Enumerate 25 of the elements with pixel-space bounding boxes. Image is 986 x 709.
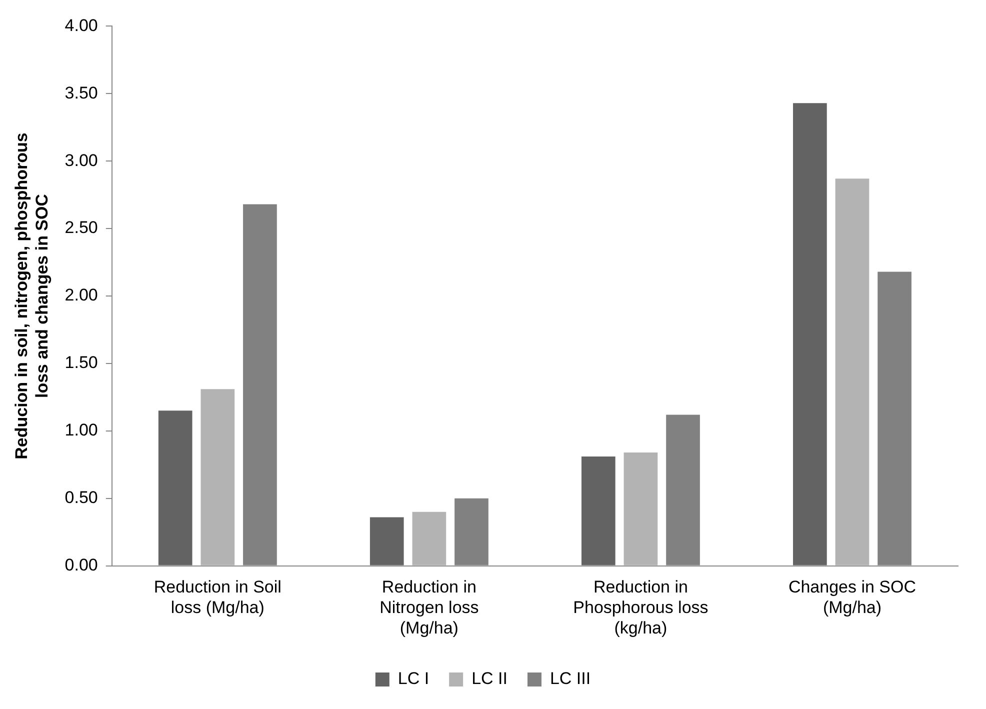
legend-label: LC I bbox=[398, 669, 430, 688]
y-axis-title: Reducion in soil, nitrogen, phosphorous loss and changes in SOC bbox=[12, 132, 52, 460]
x-tick-label: Reduction in Soil loss (Mg/ha) bbox=[154, 578, 282, 618]
x-tick-label: Reduction in Nitrogen loss (Mg/ha) bbox=[380, 578, 479, 638]
y-tick-label: 2.00 bbox=[64, 286, 98, 305]
y-tick-label: 1.50 bbox=[64, 353, 98, 372]
x-tick-label: Changes in SOC (Mg/ha) bbox=[788, 578, 916, 618]
y-tick-label: 3.00 bbox=[64, 150, 98, 170]
bar bbox=[158, 410, 192, 566]
bar bbox=[412, 512, 446, 566]
y-tick-label: 0.50 bbox=[64, 488, 98, 508]
legend-label: LC II bbox=[472, 669, 508, 688]
legend-label: LC III bbox=[550, 669, 591, 688]
y-tick-label: 0.00 bbox=[64, 555, 98, 574]
bar bbox=[581, 456, 616, 566]
bar bbox=[370, 517, 404, 566]
y-tick-label: 4.00 bbox=[64, 16, 98, 35]
y-tick-label: 2.50 bbox=[64, 218, 98, 238]
bar bbox=[835, 178, 870, 566]
bar bbox=[793, 103, 827, 566]
bar bbox=[200, 389, 235, 566]
bar bbox=[624, 452, 658, 566]
y-tick-label: 3.50 bbox=[64, 83, 98, 102]
y-tick-label: 1.00 bbox=[64, 420, 98, 440]
x-tick-label: Reduction in Phosphorous loss (kg/ha) bbox=[573, 578, 708, 638]
